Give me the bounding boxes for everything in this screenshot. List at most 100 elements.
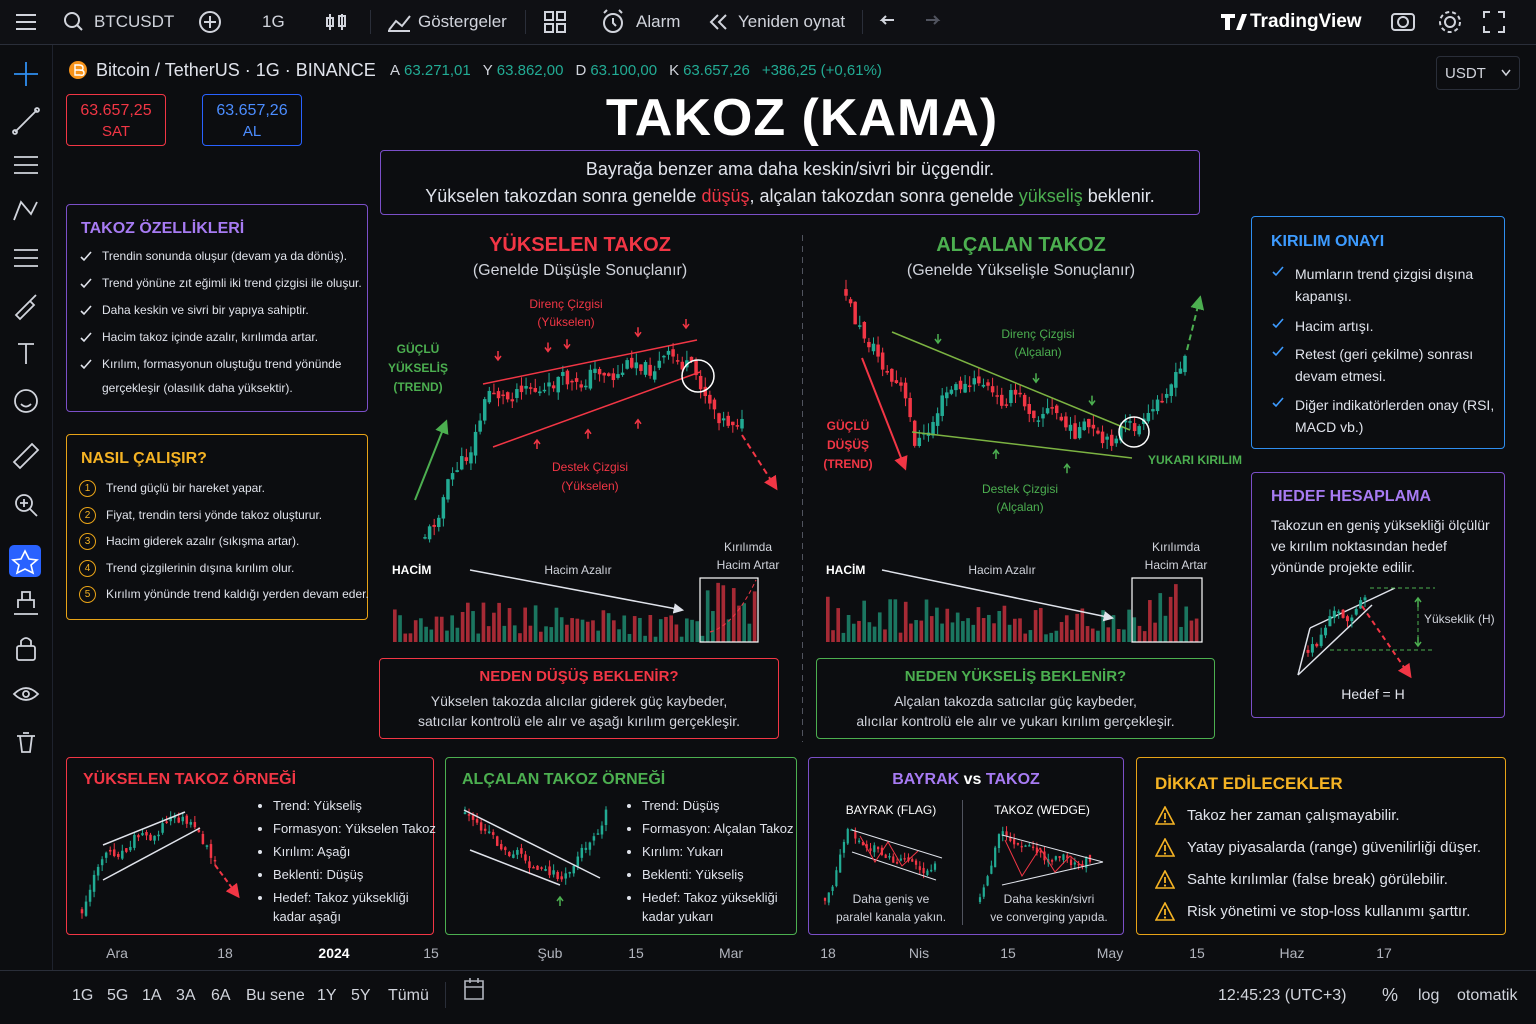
candle bbox=[592, 836, 596, 841]
range-button[interactable]: 5Y bbox=[351, 987, 371, 1004]
range-button[interactable]: 1G bbox=[72, 987, 94, 1004]
time-label: 15 bbox=[423, 945, 439, 961]
candle bbox=[1132, 423, 1137, 432]
volume-note: Hacim Azalır bbox=[968, 563, 1036, 577]
range-button[interactable]: 1A bbox=[142, 987, 162, 1004]
alert-button[interactable]: Alarm bbox=[636, 12, 681, 31]
candle bbox=[1013, 839, 1016, 845]
highlight: yükseliş bbox=[1018, 186, 1083, 206]
volume-bar bbox=[851, 623, 856, 642]
candle bbox=[580, 847, 584, 858]
auto-toggle[interactable]: otomatik bbox=[1457, 987, 1518, 1004]
candle bbox=[1123, 420, 1128, 423]
volume-bar bbox=[429, 629, 434, 642]
candle bbox=[108, 849, 112, 852]
volume-bar bbox=[502, 625, 507, 642]
candle bbox=[450, 473, 455, 480]
range-button[interactable]: 5G bbox=[107, 987, 129, 1004]
candle bbox=[487, 390, 492, 403]
candle bbox=[823, 897, 827, 901]
features-box: TAKOZ ÖZELLİKLERİ Trendin sonunda oluşur… bbox=[66, 204, 368, 412]
volume-note: Hacim Artar bbox=[716, 558, 780, 572]
candle bbox=[671, 349, 675, 357]
time-label: Mar bbox=[718, 945, 744, 961]
icon bbox=[1155, 838, 1175, 857]
drawing bbox=[469, 849, 561, 886]
candle bbox=[731, 421, 735, 426]
drawing bbox=[881, 569, 1115, 622]
volume-bar bbox=[893, 599, 898, 642]
volume-bar bbox=[898, 632, 903, 642]
buy-button[interactable]: 63.657,26 AL bbox=[202, 94, 302, 146]
sell-button[interactable]: 63.657,25 SAT bbox=[66, 94, 166, 146]
note: ve converging yapıda. bbox=[990, 910, 1108, 924]
list: Trend: Düşüş Formasyon: Alçalan Takoz Kırı… bbox=[626, 796, 807, 930]
drawing bbox=[741, 434, 778, 491]
candle bbox=[607, 373, 611, 376]
candle bbox=[827, 892, 830, 903]
candle bbox=[437, 517, 441, 528]
range-button[interactable]: 6A bbox=[211, 987, 231, 1004]
volume-bar bbox=[945, 608, 950, 642]
step-number: 2 bbox=[79, 506, 96, 524]
volume-bar bbox=[554, 607, 559, 642]
volume-bar bbox=[1002, 605, 1007, 642]
candle bbox=[930, 869, 933, 872]
candle bbox=[1073, 423, 1077, 439]
candle bbox=[712, 399, 717, 410]
volume-bar bbox=[711, 611, 715, 642]
indicators-button[interactable]: Göstergeler bbox=[418, 12, 507, 31]
range-button[interactable]: 3A bbox=[176, 987, 196, 1004]
candle bbox=[519, 385, 524, 393]
drawing bbox=[851, 829, 943, 859]
list-item: Kırılım, formasyonun oluştuğu trend yönü… bbox=[102, 357, 342, 395]
log-toggle[interactable]: log bbox=[1418, 987, 1440, 1004]
line-label: Destek Çizgisi bbox=[551, 460, 629, 474]
time-label: 18 bbox=[217, 945, 233, 961]
candle bbox=[560, 876, 563, 880]
range-button[interactable]: 1Y bbox=[317, 987, 337, 1004]
candle bbox=[602, 372, 606, 376]
candle bbox=[958, 380, 963, 390]
candle bbox=[911, 859, 914, 862]
candle bbox=[584, 847, 588, 850]
volume-bar bbox=[434, 616, 439, 642]
volume-bar bbox=[862, 600, 866, 642]
volume-bar bbox=[450, 615, 455, 642]
candle bbox=[1359, 600, 1363, 609]
ohlc-value: 63.657,26 bbox=[683, 62, 750, 79]
text: BAYRAK bbox=[892, 771, 960, 788]
volume-bar bbox=[690, 619, 694, 642]
volume-bar bbox=[612, 620, 616, 642]
favorite-button[interactable] bbox=[9, 545, 41, 577]
volume-bar bbox=[1132, 617, 1137, 642]
volume-bar bbox=[1023, 633, 1028, 642]
candle bbox=[460, 456, 464, 470]
candle bbox=[551, 385, 556, 389]
candle bbox=[899, 858, 902, 861]
symbol[interactable]: BTCUSDT bbox=[94, 12, 175, 31]
currency-select[interactable]: USDT bbox=[1436, 56, 1520, 90]
candle bbox=[867, 341, 871, 348]
interval[interactable]: 1G bbox=[262, 12, 285, 31]
cautions-card: DİKKAT EDİLECEKLER Takoz her zaman çalış… bbox=[1136, 757, 1506, 935]
candle bbox=[538, 391, 542, 394]
candle bbox=[169, 816, 172, 822]
volume-bar bbox=[424, 626, 428, 642]
candle bbox=[1068, 424, 1073, 431]
candle bbox=[516, 849, 519, 855]
percent-toggle[interactable]: % bbox=[1382, 985, 1399, 1005]
arrow bbox=[584, 428, 592, 439]
volume-bar bbox=[606, 613, 611, 642]
volume-bar bbox=[601, 610, 606, 642]
range-button[interactable]: Bu sene bbox=[246, 987, 305, 1004]
list-item: Yatay piyasalarda (range) güvenilirliği … bbox=[1187, 839, 1482, 856]
how-box: NASIL ÇALIŞIR? 1 Trend güçlü bir hareket … bbox=[66, 434, 369, 620]
candle bbox=[1054, 856, 1057, 860]
candle bbox=[846, 829, 849, 844]
replay-button[interactable]: Yeniden oynat bbox=[738, 12, 846, 31]
range-button[interactable]: Tümü bbox=[388, 987, 429, 1004]
text: Yükselen takozdan sonra genelde bbox=[425, 186, 702, 206]
candle bbox=[80, 909, 84, 914]
candle bbox=[1000, 394, 1004, 406]
